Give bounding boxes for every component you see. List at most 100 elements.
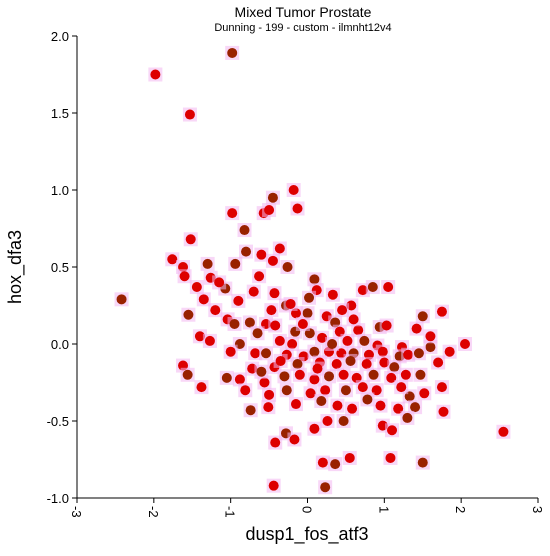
data-point (256, 249, 267, 260)
data-point (274, 335, 285, 346)
data-point (338, 369, 349, 380)
data-point (413, 348, 424, 359)
data-point (383, 282, 394, 293)
data-point (340, 385, 351, 396)
data-point (281, 385, 292, 396)
data-point (241, 246, 252, 257)
data-point (263, 402, 274, 413)
data-point (269, 288, 280, 299)
data-point (264, 205, 275, 216)
data-point (302, 308, 313, 319)
data-point (179, 271, 190, 282)
y-axis-label: hox_dfa3 (5, 230, 26, 304)
data-point (185, 234, 196, 245)
data-point (294, 369, 305, 380)
data-point (400, 369, 411, 380)
data-point (305, 388, 316, 399)
data-point (417, 457, 428, 468)
data-point (425, 331, 436, 342)
data-point (261, 348, 272, 359)
data-points (114, 45, 511, 495)
data-point (411, 323, 422, 334)
data-point (342, 335, 353, 346)
data-point (191, 282, 202, 293)
data-point (498, 426, 509, 437)
data-point (252, 328, 263, 339)
data-point (316, 395, 327, 406)
y-tick-label: -1.0 (47, 491, 69, 506)
data-point (436, 382, 447, 393)
data-point (240, 385, 251, 396)
data-point (210, 305, 221, 316)
data-point (438, 406, 449, 417)
data-point (309, 274, 320, 285)
data-point (387, 425, 398, 436)
data-point (327, 289, 338, 300)
data-point (367, 282, 378, 293)
data-point (331, 359, 342, 370)
data-point (290, 399, 301, 410)
y-tick-label: 0.0 (51, 337, 69, 352)
x-tick-label: 0 (300, 506, 315, 513)
data-point (227, 47, 238, 58)
data-point (266, 305, 277, 316)
data-point (309, 374, 320, 385)
chart-title: Mixed Tumor Prostate (235, 4, 372, 20)
data-point (234, 374, 245, 385)
data-point (419, 388, 430, 399)
data-point (289, 434, 300, 445)
data-point (317, 457, 328, 468)
data-point (244, 317, 255, 328)
data-point (204, 335, 215, 346)
data-point (327, 339, 338, 349)
data-point (285, 298, 296, 309)
data-point (116, 294, 127, 305)
data-point (320, 385, 331, 396)
data-point (332, 400, 343, 411)
data-point (150, 69, 161, 80)
x-tick-label: 2 (453, 506, 468, 513)
data-point (379, 357, 390, 368)
data-point (312, 363, 323, 374)
data-point (254, 271, 265, 282)
data-point (259, 377, 270, 388)
data-point (229, 318, 240, 329)
data-point (202, 258, 213, 269)
y-tick-label: -0.5 (47, 414, 69, 429)
x-tick-label: -1 (223, 506, 238, 518)
data-point (368, 369, 379, 380)
data-point (337, 305, 348, 316)
y-tick-label: 2.0 (51, 29, 69, 44)
y-tick-label: 0.5 (51, 260, 69, 275)
data-point (288, 185, 299, 195)
x-tick-label: 3 (530, 506, 545, 513)
data-point (167, 254, 178, 265)
data-point (221, 372, 232, 383)
data-point (264, 389, 275, 400)
x-tick-label: -3 (69, 506, 84, 518)
data-point (402, 412, 413, 423)
y-tick-label: 1.5 (51, 106, 69, 121)
data-point (279, 371, 290, 382)
data-point (353, 325, 364, 336)
data-point (297, 318, 308, 329)
data-point (385, 452, 396, 463)
data-point (248, 286, 259, 297)
data-point (362, 394, 373, 405)
data-point (275, 355, 286, 366)
data-point (359, 335, 370, 346)
data-point (309, 423, 320, 434)
data-point (183, 309, 194, 320)
data-point (361, 359, 372, 370)
data-point (239, 225, 250, 236)
data-point (389, 362, 400, 373)
data-point (415, 369, 426, 380)
data-point (184, 109, 195, 120)
x-tick-label: 1 (376, 506, 391, 513)
data-point (267, 255, 278, 266)
data-point (444, 346, 455, 357)
data-point (375, 400, 386, 411)
data-point (270, 320, 281, 331)
